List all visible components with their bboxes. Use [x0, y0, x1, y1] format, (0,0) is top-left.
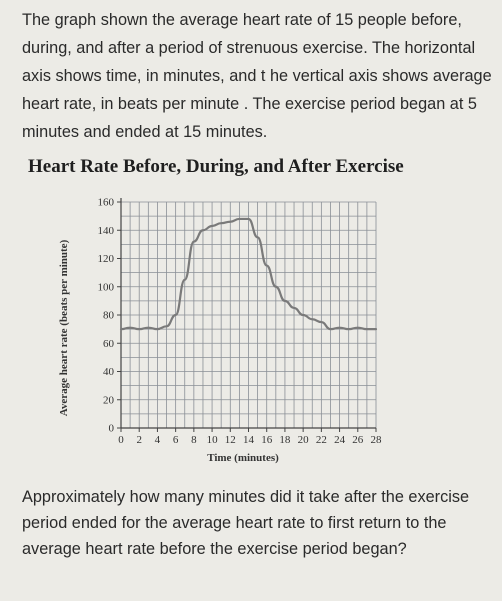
x-tick-label: 14 — [243, 434, 255, 446]
data-point — [320, 321, 322, 323]
intro-paragraph: The graph shown the average heart rate o… — [22, 11, 492, 141]
data-point — [275, 286, 277, 288]
x-tick-label: 22 — [316, 434, 327, 446]
data-point — [157, 328, 159, 330]
data-point — [120, 328, 122, 330]
x-tick-label: 2 — [136, 434, 142, 446]
data-point — [147, 327, 149, 329]
data-point — [175, 314, 177, 316]
data-point — [348, 328, 350, 330]
question-paragraph: Approximately how many minutes did it ta… — [22, 488, 470, 558]
x-tick-label: 4 — [155, 434, 161, 446]
data-point — [193, 241, 195, 243]
y-tick-label: 60 — [103, 338, 115, 350]
data-point — [366, 328, 368, 330]
x-tick-label: 16 — [261, 434, 273, 446]
heart-rate-series-line — [119, 217, 378, 331]
x-axis-label: Time (minutes) — [207, 452, 279, 464]
data-point — [138, 328, 140, 330]
data-point — [284, 300, 286, 302]
x-tick-label: 28 — [371, 434, 383, 446]
data-point — [229, 221, 231, 223]
data-point — [238, 218, 240, 220]
data-point — [211, 225, 213, 227]
data-point — [266, 265, 268, 267]
x-tick-label: 20 — [298, 434, 310, 446]
data-point — [220, 222, 222, 224]
y-tick-label: 120 — [98, 253, 115, 265]
data-point — [330, 328, 332, 330]
data-point — [302, 314, 304, 316]
data-point — [293, 307, 295, 309]
chart-title: Heart Rate Before, During, and After Exe… — [28, 156, 404, 177]
x-tick-label: 10 — [207, 434, 219, 446]
y-tick-label: 0 — [109, 423, 115, 435]
data-point — [375, 328, 377, 330]
y-tick-label: 80 — [103, 310, 115, 322]
data-point — [339, 327, 341, 329]
data-point — [184, 279, 186, 281]
data-point — [248, 218, 250, 220]
x-tick-label: 0 — [118, 434, 124, 446]
data-point — [202, 229, 204, 231]
data-point — [311, 318, 313, 320]
y-axis-label: Average heart rate (beats per minute) — [58, 239, 70, 416]
x-tick-label: 12 — [225, 434, 236, 446]
x-tick-label: 8 — [191, 434, 197, 446]
data-point — [129, 327, 131, 329]
y-tick-label: 140 — [98, 225, 115, 237]
data-point — [166, 325, 168, 327]
x-tick-label: 26 — [352, 434, 364, 446]
y-tick-label: 160 — [98, 197, 115, 209]
y-tick-label: 100 — [98, 281, 115, 293]
data-point — [257, 236, 259, 238]
y-tick-label: 20 — [103, 394, 115, 406]
data-point — [357, 327, 359, 329]
y-tick-label: 40 — [103, 366, 115, 378]
x-tick-label: 24 — [334, 434, 346, 446]
x-tick-label: 6 — [173, 434, 179, 446]
x-tick-label: 18 — [279, 434, 291, 446]
